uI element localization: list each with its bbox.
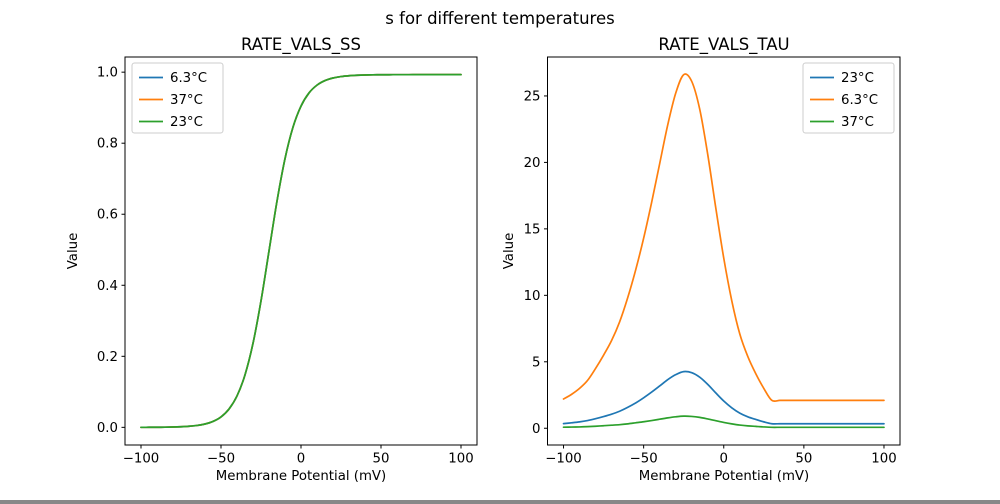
legend-label: 37°C — [841, 115, 874, 130]
legend-label: 23°C — [170, 115, 203, 130]
y-tick-label: 0.2 — [97, 350, 118, 365]
x-tick-label: −50 — [630, 452, 658, 467]
plot-title-ss: RATE_VALS_SS — [241, 35, 361, 55]
x-tick-label: 0 — [297, 452, 305, 467]
y-tick-label: 0.8 — [97, 137, 118, 152]
curve-37-c — [562, 415, 885, 429]
y-tick-label: 1.0 — [97, 66, 118, 81]
legend-box — [131, 62, 224, 134]
legend-label: 37°C — [170, 93, 203, 108]
x-axis-label-tau: Membrane Potential (mV) — [639, 469, 809, 484]
x-tick-label: 50 — [373, 452, 390, 467]
y-tick-label: 20 — [524, 156, 541, 171]
y-tick-label: 0 — [532, 422, 540, 437]
y-axis-label-tau: Value — [502, 233, 517, 270]
axes-spines — [547, 56, 901, 446]
plot-area-ss: −100 −50 0 50 100 0.0 0.2 0.4 0.6 0.8 1.0 6.3°C 37°C… — [97, 56, 478, 467]
x-tick-label: 50 — [795, 452, 812, 467]
y-tick-label: 10 — [524, 289, 541, 304]
axes-spines — [124, 56, 478, 446]
y-tick-label: 15 — [524, 222, 541, 237]
x-axis-label-ss: Membrane Potential (mV) — [216, 469, 386, 484]
y-tick-label: 0.6 — [97, 208, 118, 223]
curve-23-c — [140, 73, 462, 429]
x-tick-label: −100 — [545, 452, 582, 467]
curve-6-3-c — [562, 73, 885, 403]
y-axis-label-ss: Value — [66, 233, 81, 270]
subplot-rate-vals-ss: RATE_VALS_SS Membrane Potential (mV) Val… — [66, 35, 478, 484]
curve-23-c — [562, 370, 885, 425]
y-tick-label: 0.4 — [97, 279, 118, 294]
x-tick-label: 0 — [720, 452, 728, 467]
x-tick-label: 100 — [871, 452, 896, 467]
subplot-rate-vals-tau: RATE_VALS_TAU Membrane Potential (mV) Va… — [502, 35, 901, 484]
legend-label: 6.3°C — [841, 93, 878, 108]
plot-area-tau: −100 −50 0 50 100 0 5 10 15 20 25 23°C 6.3°C 37°C — [524, 56, 901, 467]
y-tick-label: 0.0 — [97, 421, 118, 436]
y-tick-label: 5 — [532, 355, 540, 370]
legend-label: 23°C — [841, 71, 874, 86]
plot-title-tau: RATE_VALS_TAU — [658, 35, 789, 55]
x-tick-label: −100 — [123, 452, 160, 467]
legend-label: 6.3°C — [170, 71, 207, 86]
figure-suptitle: s for different temperatures — [385, 9, 614, 28]
y-tick-label: 25 — [524, 89, 541, 104]
legend-box — [802, 62, 895, 134]
x-tick-label: 100 — [448, 452, 473, 467]
x-tick-label: −50 — [207, 452, 235, 467]
